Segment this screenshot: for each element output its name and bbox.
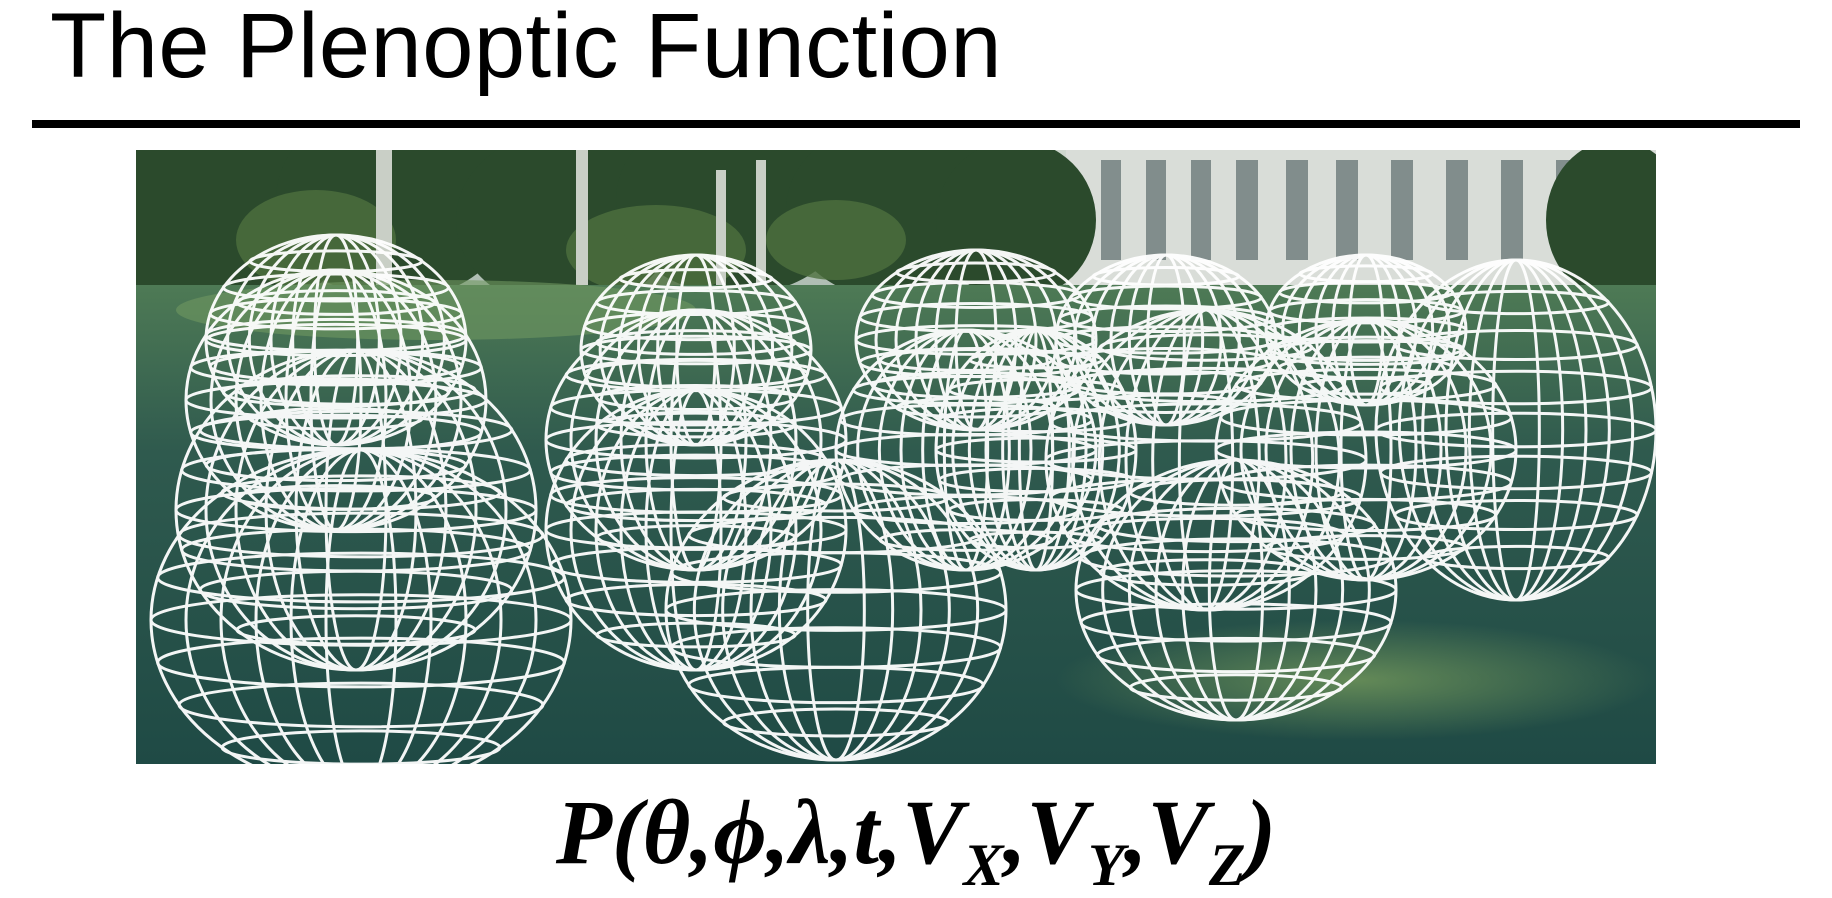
- formula-sub-y: Y: [1087, 832, 1125, 898]
- title-divider: [32, 120, 1800, 128]
- wireframe-sphere: [1374, 258, 1656, 602]
- formula-sub-z: Z: [1208, 832, 1246, 898]
- plenoptic-formula: P(θ,ϕ,λ,t,VX,VY,VZ): [0, 786, 1832, 895]
- wireframe-sphere: [834, 328, 1098, 572]
- wireframe-sphere: [1264, 253, 1468, 407]
- slide-title: The Plenoptic Function: [50, 0, 1002, 97]
- formula-v-z: V: [1147, 781, 1209, 883]
- formula-v-x: V: [902, 781, 964, 883]
- formula-function: P(: [555, 781, 643, 883]
- scene-photo: [136, 150, 1656, 764]
- wireframe-sphere: [1054, 253, 1278, 427]
- formula-sep-2: ,: [1124, 781, 1148, 883]
- wireframe-sphere: [174, 348, 538, 672]
- formula-args: θ,ϕ,λ,t,: [642, 781, 903, 883]
- formula-v-y: V: [1026, 781, 1088, 883]
- formula-sep-1: ,: [1003, 781, 1027, 883]
- formula-close: ): [1245, 781, 1277, 883]
- wireframe-sphere: [1214, 318, 1518, 582]
- formula-sub-x: X: [963, 832, 1004, 898]
